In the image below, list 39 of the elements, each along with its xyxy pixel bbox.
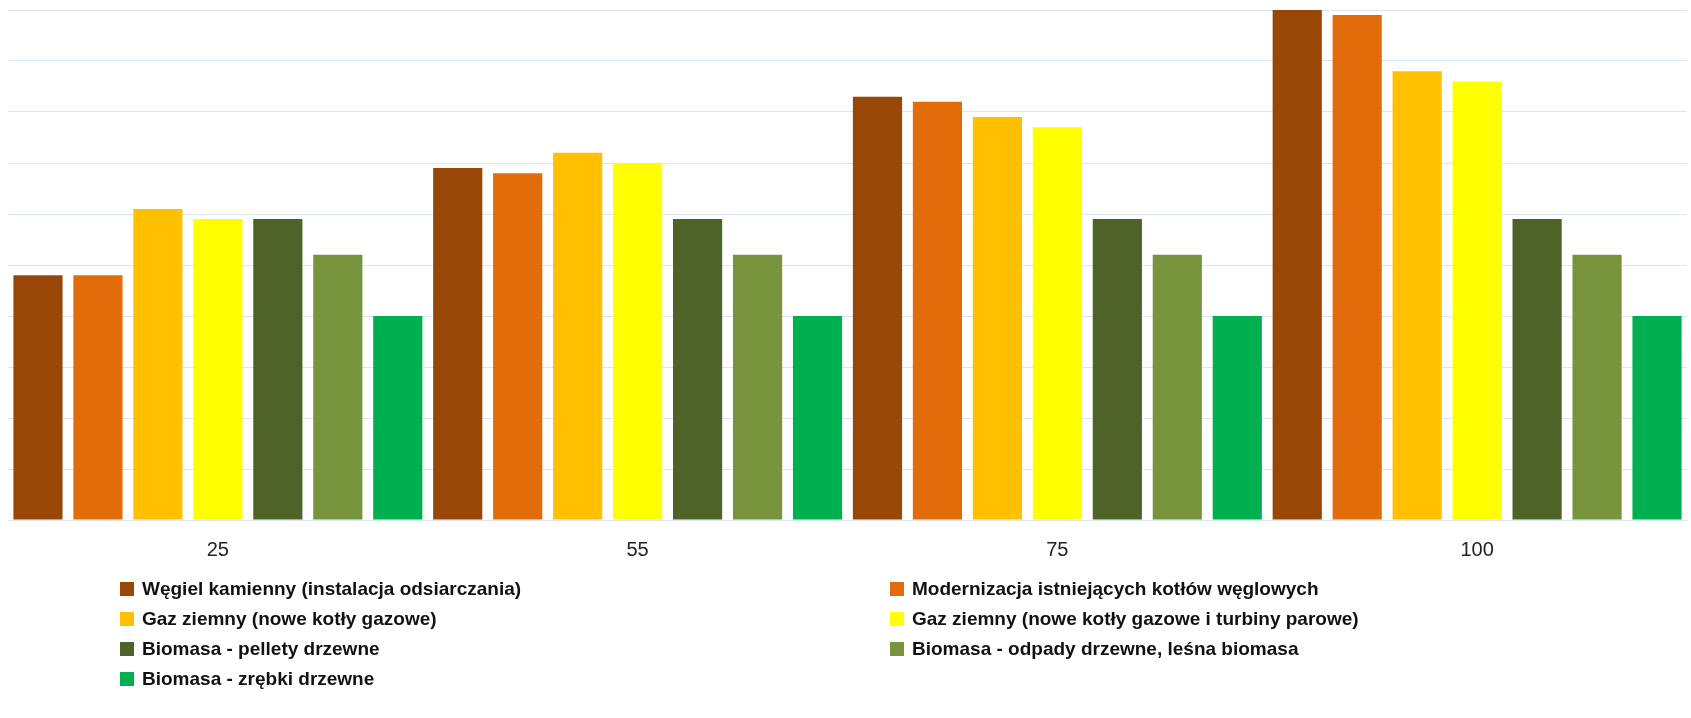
bar bbox=[313, 254, 363, 520]
bar bbox=[673, 219, 723, 520]
bar bbox=[73, 275, 123, 520]
bar bbox=[553, 152, 603, 520]
x-tick-label: 75 bbox=[1046, 537, 1069, 560]
bar bbox=[1152, 254, 1202, 520]
bar bbox=[972, 117, 1022, 520]
bar bbox=[433, 168, 483, 520]
legend-label: Gaz ziemny (nowe kotły gazowe) bbox=[142, 608, 437, 630]
x-tick-label: 100 bbox=[1460, 537, 1494, 560]
bar bbox=[1332, 15, 1382, 520]
bar bbox=[912, 101, 963, 520]
bar bbox=[373, 316, 423, 520]
bar bbox=[1032, 127, 1082, 520]
x-tick-label: 55 bbox=[626, 537, 649, 560]
legend-label: Biomasa - odpady drzewne, leśna biomasa bbox=[912, 638, 1299, 660]
bar bbox=[852, 96, 903, 520]
legend-label: Gaz ziemny (nowe kotły gazowe i turbiny parowe) bbox=[912, 608, 1359, 630]
bar bbox=[1512, 219, 1562, 520]
legend-label: Biomasa - zrębki drzewne bbox=[142, 668, 375, 690]
bar bbox=[193, 219, 243, 520]
bar bbox=[1452, 81, 1502, 520]
bar bbox=[133, 208, 183, 520]
x-tick-label: 25 bbox=[206, 537, 229, 560]
bar bbox=[1392, 71, 1442, 520]
bar bbox=[1272, 10, 1322, 520]
legend-label: Biomasa - pellety drzewne bbox=[142, 638, 380, 660]
bar bbox=[1092, 219, 1142, 520]
bar bbox=[1212, 316, 1262, 520]
legend-label: Modernizacja istniejących kotłów węglowych bbox=[912, 578, 1319, 600]
bar bbox=[792, 316, 843, 520]
bar bbox=[613, 163, 663, 520]
legend-label: Węgiel kamienny (instalacja odsiarczania) bbox=[142, 578, 522, 600]
bar bbox=[253, 219, 303, 520]
bar bbox=[1632, 316, 1682, 520]
bar bbox=[732, 254, 783, 520]
bar bbox=[13, 275, 63, 520]
bar bbox=[493, 173, 543, 520]
bar bbox=[1572, 254, 1622, 520]
